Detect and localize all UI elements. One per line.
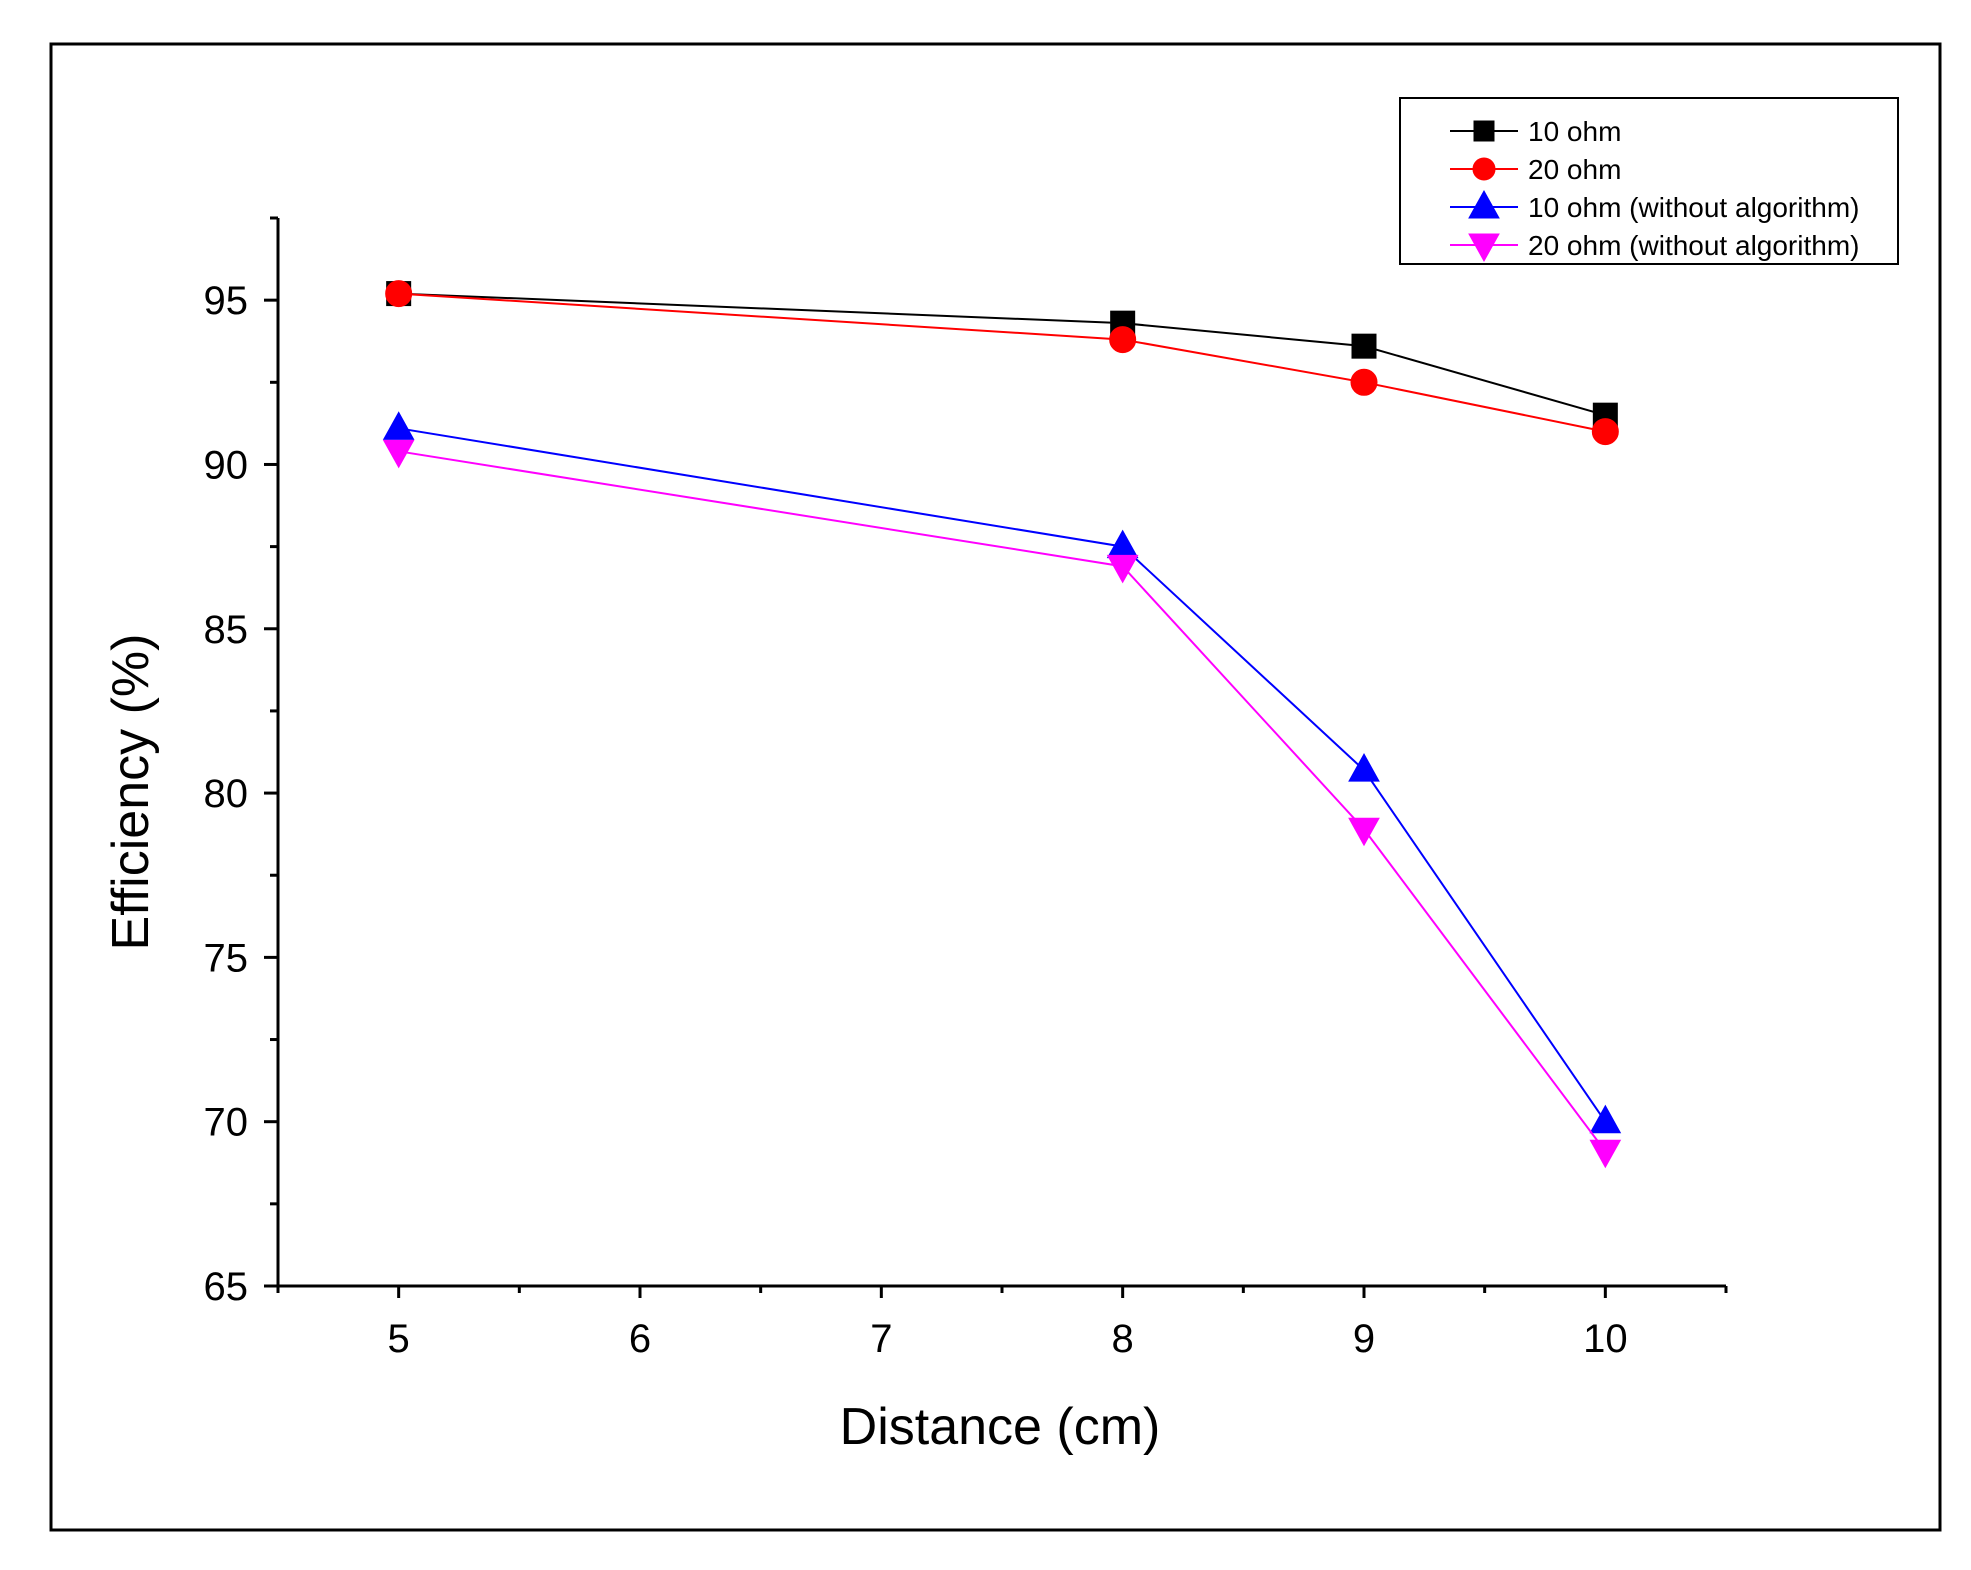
series-line — [398, 450, 1607, 1152]
x-tick-label: 9 — [1353, 1317, 1375, 1361]
legend-label: 20 ohm — [1528, 154, 1621, 185]
x-tick-label: 8 — [1112, 1317, 1134, 1361]
series-1 — [386, 281, 1618, 428]
legend-marker — [1468, 189, 1500, 219]
y-tick-label: 70 — [204, 1101, 249, 1145]
legend-entry: 20 ohm — [1450, 154, 1621, 185]
legend-label: 10 ohm (without algorithm) — [1528, 192, 1859, 223]
legend-marker — [1468, 233, 1500, 263]
series-3 — [382, 411, 1622, 1134]
legend-marker — [1473, 120, 1495, 142]
legend-entry: 20 ohm (without algorithm) — [1450, 230, 1859, 263]
data-point — [382, 439, 415, 469]
y-axis-title: Efficiency (%) — [102, 634, 160, 951]
y-tick-label: 85 — [204, 608, 249, 652]
data-point — [382, 411, 415, 440]
legend: 10 ohm 20 ohm 10 ohm (without algorithm) 20… — [1399, 97, 1899, 265]
data-point — [1591, 418, 1619, 446]
legend-label: 10 ohm — [1528, 116, 1621, 147]
series-line — [398, 292, 1606, 417]
x-tick-label: 7 — [870, 1317, 892, 1361]
data-series — [382, 280, 1622, 1169]
legend-entry: 10 ohm — [1450, 116, 1621, 147]
x-axis-title: Distance (cm) — [840, 1398, 1161, 1456]
data-point — [1348, 753, 1380, 782]
y-tick-label: 65 — [204, 1265, 249, 1309]
x-tick-label: 5 — [388, 1317, 410, 1361]
series-line — [398, 427, 1607, 1123]
series-2 — [385, 280, 1619, 446]
x-tick-label: 6 — [629, 1317, 651, 1361]
x-tick-label: 10 — [1583, 1317, 1628, 1361]
y-tick-label: 90 — [204, 443, 249, 487]
y-tick-label: 75 — [204, 936, 249, 980]
data-point — [1106, 554, 1139, 584]
data-point — [385, 280, 413, 308]
data-point — [1351, 333, 1377, 359]
legend-marker — [1472, 157, 1496, 181]
series-4 — [382, 439, 1622, 1169]
legend-label: 20 ohm (without algorithm) — [1528, 230, 1859, 261]
y-tick-label: 80 — [204, 772, 249, 816]
data-point — [1589, 1139, 1622, 1169]
data-point — [1348, 817, 1380, 847]
data-point — [1350, 368, 1378, 396]
data-point — [1589, 1104, 1622, 1134]
outer-frame — [49, 42, 1942, 1532]
data-point — [1109, 326, 1137, 354]
series-line — [398, 292, 1606, 433]
y-tick-label: 95 — [204, 279, 249, 323]
axes: 5 6 7 8 9 10 65 70 75 80 85 90 95 — [204, 216, 1728, 1361]
legend-entry: 10 ohm (without algorithm) — [1450, 189, 1859, 223]
